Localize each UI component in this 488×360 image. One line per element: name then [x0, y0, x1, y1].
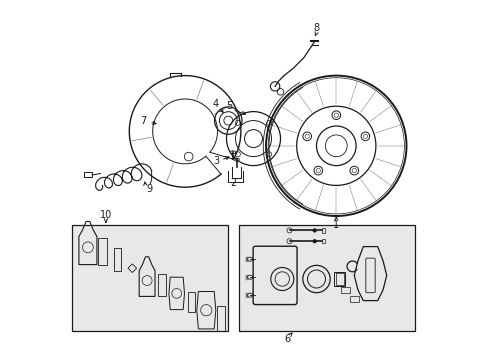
Bar	[98, 238, 107, 265]
Bar	[114, 248, 121, 271]
Bar	[84, 172, 92, 177]
Bar	[340, 287, 349, 293]
Bar	[72, 225, 228, 331]
Text: 2: 2	[229, 178, 236, 188]
Bar	[321, 228, 325, 233]
Text: 10: 10	[100, 210, 112, 220]
Bar	[321, 239, 325, 243]
Text: 5: 5	[226, 101, 232, 111]
Text: 3: 3	[213, 156, 219, 166]
Bar	[239, 225, 415, 331]
Bar	[335, 273, 344, 285]
Bar	[334, 272, 345, 286]
Circle shape	[313, 240, 316, 243]
Text: 8: 8	[313, 23, 319, 33]
Text: 9: 9	[146, 184, 153, 194]
Bar	[349, 296, 358, 302]
Text: 7: 7	[140, 116, 146, 126]
Text: 4: 4	[212, 99, 218, 109]
Bar	[187, 292, 195, 312]
Bar	[216, 306, 225, 331]
Text: 1: 1	[332, 220, 339, 230]
Text: 6: 6	[284, 334, 290, 344]
Bar	[158, 274, 165, 296]
Circle shape	[313, 229, 316, 232]
